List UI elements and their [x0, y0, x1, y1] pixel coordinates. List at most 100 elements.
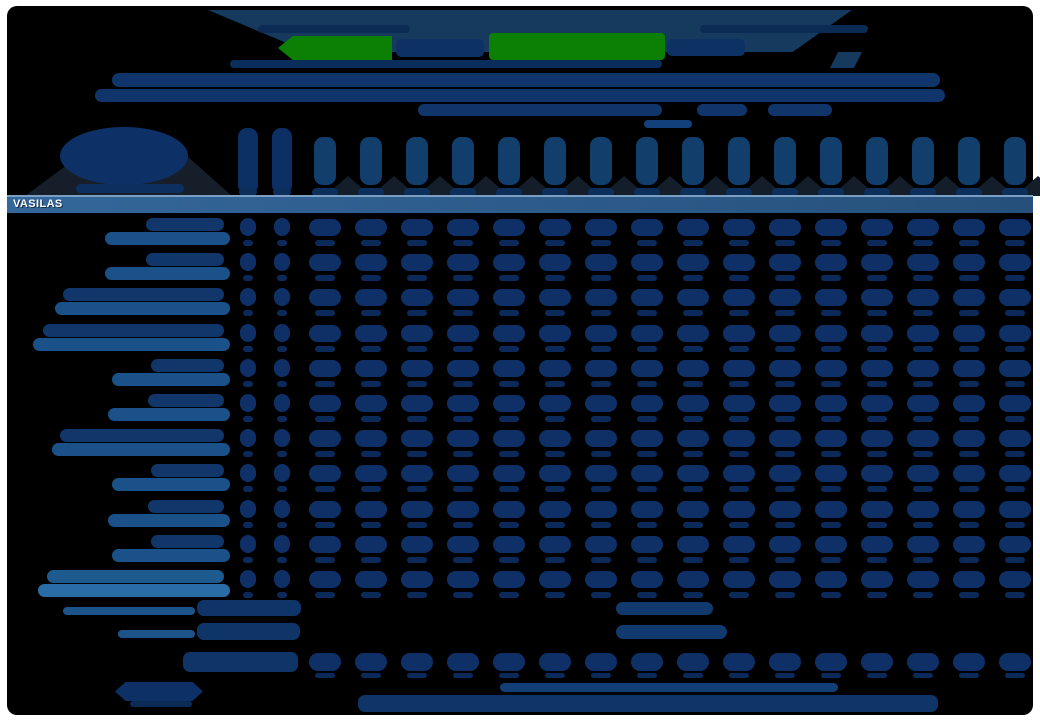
stat-subvalue-blob [591, 451, 611, 457]
stat-value-blob [539, 430, 571, 447]
stat-subvalue-blob [821, 381, 841, 387]
footer-button-hexagon[interactable] [115, 682, 203, 701]
stat-subvalue-blob [453, 557, 473, 563]
season-label-blob [60, 429, 224, 442]
stat-subvalue-blob [545, 381, 565, 387]
stat-value-blob [815, 536, 847, 553]
stat-subvalue-blob [1005, 381, 1025, 387]
stat-value-blob [907, 360, 939, 377]
stat-value-blob [493, 325, 525, 342]
stat-subvalue-blob [913, 522, 933, 528]
stat-value-blob [907, 536, 939, 553]
stat-subvalue-blob [821, 557, 841, 563]
team-link-blob[interactable] [108, 514, 230, 527]
column-header-blob [820, 137, 842, 185]
stat-value-blob [953, 289, 985, 306]
team-link-blob[interactable] [112, 549, 230, 562]
stat-subvalue-blob [959, 275, 979, 281]
stat-value-blob [240, 359, 256, 377]
team-link-blob[interactable] [108, 408, 230, 421]
stat-value-blob [240, 429, 256, 447]
stat-value-blob [447, 254, 479, 271]
column-header-subblob [726, 188, 752, 197]
links-row-blob[interactable] [112, 73, 940, 87]
team-link-blob[interactable] [55, 302, 230, 315]
season-label-blob [148, 500, 224, 513]
season-label-blob [151, 359, 224, 372]
stat-subvalue-blob [683, 592, 703, 598]
stat-value-blob [723, 465, 755, 482]
stat-subvalue-blob [277, 557, 287, 563]
stat-subvalue-blob [821, 486, 841, 492]
stat-subvalue-blob [591, 522, 611, 528]
stat-value-blob [769, 501, 801, 518]
stat-subvalue-blob [1005, 416, 1025, 422]
column-header-subblob [404, 188, 430, 197]
stat-value-blob [447, 536, 479, 553]
stat-subvalue-blob [499, 522, 519, 528]
totals-subvalue-blob [1005, 673, 1025, 678]
team-link-blob[interactable] [52, 443, 230, 456]
stat-value-blob [401, 289, 433, 306]
nav-item-highlighted[interactable] [489, 33, 665, 60]
team-link-blob[interactable] [105, 232, 230, 245]
column-header-blob [1004, 137, 1026, 185]
totals-value-blob [539, 653, 571, 671]
team-link-blob[interactable] [105, 267, 230, 280]
stat-value-blob [677, 536, 709, 553]
stat-value-blob [631, 395, 663, 412]
stat-value-blob [539, 289, 571, 306]
stat-subvalue-blob [243, 416, 253, 422]
footer-button-caption-blob [130, 701, 192, 707]
stat-value-blob [355, 465, 387, 482]
stat-subvalue-blob [913, 346, 933, 352]
stat-subvalue-blob [637, 451, 657, 457]
stat-subvalue-blob [1005, 346, 1025, 352]
team-link-blob[interactable] [112, 373, 230, 386]
stat-value-blob [907, 571, 939, 588]
stat-value-blob [999, 289, 1031, 306]
stat-subvalue-blob [729, 240, 749, 246]
stat-value-blob [240, 500, 256, 518]
stat-value-blob [953, 430, 985, 447]
stat-subvalue-blob [545, 592, 565, 598]
stat-subvalue-blob [545, 416, 565, 422]
subtitle-blob [768, 104, 832, 116]
column-header-blob [544, 137, 566, 185]
stat-subvalue-blob [361, 592, 381, 598]
totals-subvalue-blob [913, 673, 933, 678]
column-header-blob [728, 137, 750, 185]
stat-subvalue-blob [545, 310, 565, 316]
stat-value-blob [861, 289, 893, 306]
stat-subvalue-blob [867, 451, 887, 457]
stat-subvalue-blob [775, 522, 795, 528]
totals-value-blob [493, 653, 525, 671]
totals-subvalue-blob [637, 673, 657, 678]
stat-value-blob [815, 219, 847, 236]
stat-subvalue-blob [453, 240, 473, 246]
nav-item-blob[interactable] [667, 39, 745, 56]
stat-subvalue-blob [683, 486, 703, 492]
stat-value-blob [861, 360, 893, 377]
stat-subvalue-blob [243, 592, 253, 598]
table-corner-caption-blob [76, 184, 184, 193]
totals-subvalue-blob [683, 673, 703, 678]
totals-subvalue-blob [315, 673, 335, 678]
stat-subvalue-blob [315, 240, 335, 246]
team-link-blob[interactable] [38, 584, 230, 597]
stat-value-blob [907, 465, 939, 482]
team-link-blob[interactable] [112, 478, 230, 491]
stat-value-blob [309, 395, 341, 412]
links-row-blob[interactable] [95, 89, 945, 102]
column-header-subblob [910, 188, 936, 197]
nav-item-blob[interactable] [396, 39, 484, 57]
stat-value-blob [274, 464, 290, 482]
stat-subvalue-blob [637, 381, 657, 387]
stat-subvalue-blob [775, 451, 795, 457]
totals-value-blob [999, 653, 1031, 671]
nav-back-item[interactable] [278, 36, 392, 60]
stat-subvalue-blob [243, 310, 253, 316]
stat-value-blob [723, 289, 755, 306]
team-link-blob[interactable] [33, 338, 230, 351]
stat-value-blob [723, 501, 755, 518]
